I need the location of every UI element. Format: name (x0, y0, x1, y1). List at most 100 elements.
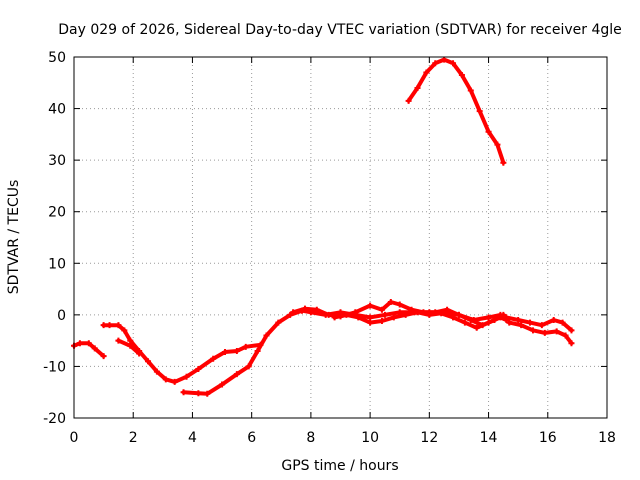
x-tick-label: 6 (247, 430, 256, 446)
data-point (162, 376, 169, 383)
data-point (367, 319, 374, 326)
data-point (473, 324, 480, 331)
data-point (568, 340, 575, 347)
series-segment-h (506, 319, 575, 347)
data-point (458, 72, 465, 79)
series-line (332, 310, 509, 330)
series-segment-a (71, 340, 107, 360)
data-point (222, 348, 229, 355)
data-point (290, 309, 297, 316)
data-point (171, 378, 178, 385)
data-point (568, 327, 575, 334)
data-point (355, 314, 362, 321)
data-point (461, 319, 468, 326)
data-point (500, 159, 507, 166)
data-point (343, 311, 350, 318)
data-point (233, 371, 240, 378)
y-axis-title: SDTVAR / TECUs (6, 180, 22, 295)
data-point (180, 389, 187, 396)
data-point (121, 327, 128, 334)
series-segment-g (503, 314, 575, 334)
data-point (242, 343, 249, 350)
data-point (438, 310, 445, 317)
data-point (325, 311, 332, 318)
data-point (367, 302, 374, 309)
series-segment-i (405, 56, 507, 166)
data-point (515, 317, 522, 324)
data-point (387, 298, 394, 305)
data-point (527, 319, 534, 326)
data-point (313, 306, 320, 313)
data-point (467, 317, 474, 324)
x-tick-label: 2 (129, 430, 138, 446)
x-tick-label: 4 (188, 430, 197, 446)
grid (74, 57, 607, 418)
data-point (91, 345, 98, 352)
y-tick-label: 20 (48, 205, 66, 221)
data-point (127, 342, 134, 349)
y-tick-label: 40 (48, 102, 66, 118)
data-point (275, 319, 282, 326)
series-segment-b (100, 322, 264, 385)
data-point (444, 306, 451, 313)
data-point (85, 340, 92, 347)
data-point (153, 368, 160, 375)
data-point (233, 347, 240, 354)
data-point (494, 141, 501, 148)
data-point (485, 319, 492, 326)
data-point (485, 128, 492, 135)
data-point (432, 60, 439, 67)
data-point (414, 84, 421, 91)
series-segment-f (331, 309, 510, 331)
data-point (426, 311, 433, 318)
x-tick-label: 12 (420, 430, 438, 446)
x-tick-label: 10 (361, 430, 379, 446)
data-point (405, 97, 412, 104)
data-point (553, 328, 560, 335)
data-point (390, 314, 397, 321)
data-point (378, 306, 385, 313)
data-point (195, 366, 202, 373)
data-point (414, 309, 421, 316)
y-tick-label: -20 (43, 411, 66, 427)
data-point (145, 358, 152, 365)
data-point (423, 69, 430, 76)
data-point (115, 322, 122, 329)
series-group (71, 56, 575, 397)
data-point (263, 332, 270, 339)
data-point (210, 355, 217, 362)
data-point (136, 350, 143, 357)
ticks: 0 2 4 6 8 10 12 14 16 18 -20 -10 0 10 20 30 40 50 (43, 50, 616, 446)
data-point (106, 322, 113, 329)
data-point (204, 390, 211, 397)
data-point (541, 329, 548, 336)
data-point (352, 309, 359, 316)
data-point (127, 337, 134, 344)
plot-frame (73, 56, 608, 419)
data-point (550, 317, 557, 324)
data-point (381, 311, 388, 318)
x-tick-label: 16 (539, 430, 557, 446)
data-point (396, 301, 403, 308)
chart-title: Day 029 of 2026, Sidereal Day-to-day VTE… (58, 22, 622, 38)
data-point (450, 314, 457, 321)
x-axis-title: GPS time / hours (281, 458, 398, 474)
data-point (195, 390, 202, 397)
data-point (559, 319, 566, 326)
data-point (538, 322, 545, 329)
x-tick-label: 0 (70, 430, 79, 446)
data-point (254, 347, 261, 354)
data-point (529, 327, 536, 334)
data-point (183, 373, 190, 380)
data-point (245, 363, 252, 370)
data-point (476, 108, 483, 115)
data-point (467, 87, 474, 94)
data-point (450, 60, 457, 67)
x-tick-label: 14 (480, 430, 498, 446)
data-point (441, 56, 448, 63)
y-tick-label: 10 (48, 256, 66, 272)
y-tick-label: -10 (43, 359, 66, 375)
data-point (331, 314, 338, 321)
data-point (76, 340, 83, 347)
